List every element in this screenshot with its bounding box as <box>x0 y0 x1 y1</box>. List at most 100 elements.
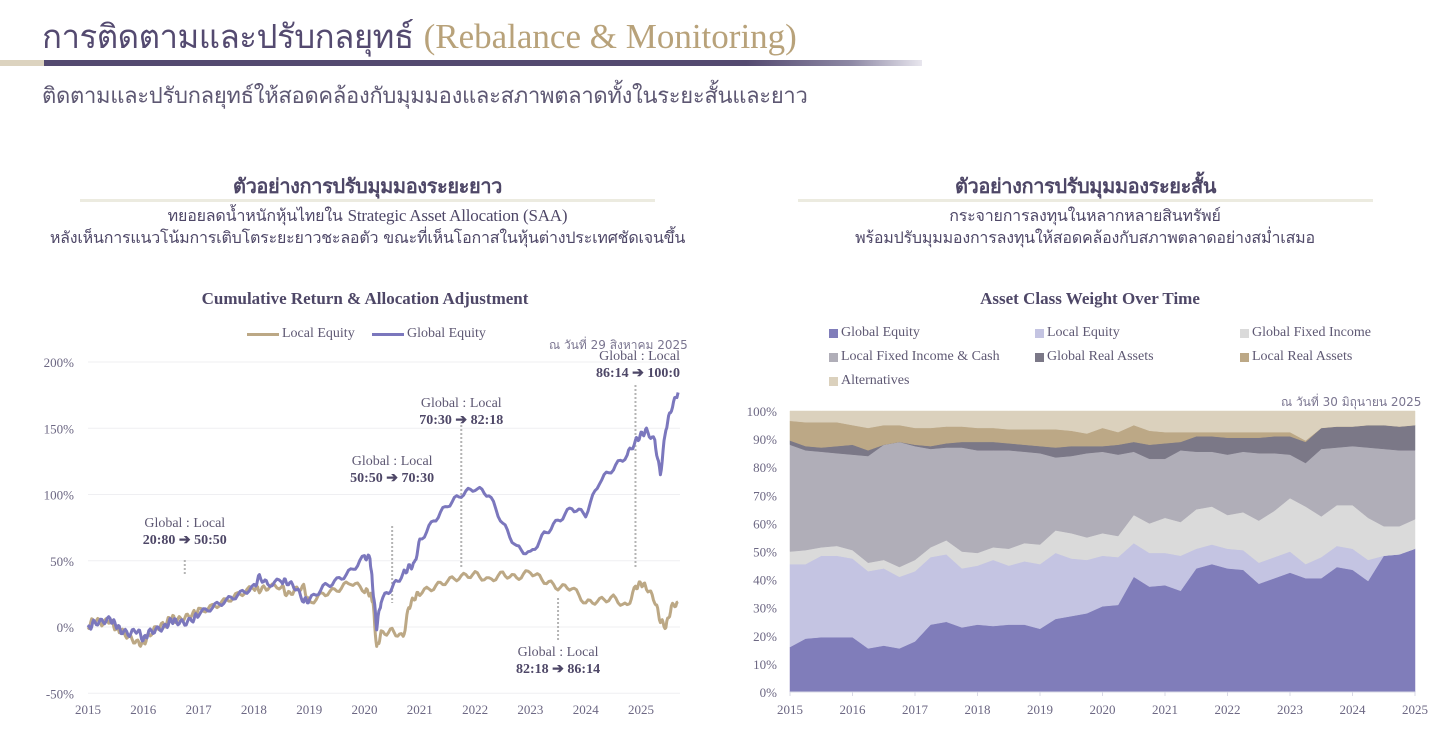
legend-item: Global Fixed Income <box>1240 325 1371 341</box>
right-section-desc-line2: พร้อมปรับมุมมองการลงทุนให้สอดคล้องกับสภา… <box>855 228 1315 247</box>
legend-item: Global Real Assets <box>1035 349 1154 365</box>
y-tick-label: 90% <box>753 432 777 447</box>
annotation-change: 82:18 ➔ 86:14 <box>516 662 600 677</box>
y-tick-label: 60% <box>753 516 777 531</box>
x-tick-label: 2022 <box>462 702 488 717</box>
line-chart-title: Cumulative Return & Allocation Adjustmen… <box>201 289 529 308</box>
x-tick-label: 2025 <box>1402 702 1428 717</box>
x-tick-label: 2025 <box>628 702 654 717</box>
legend-label: Global Equity <box>841 325 920 340</box>
legend-label: Local Equity <box>1047 325 1120 340</box>
x-tick-label: 2019 <box>296 702 322 717</box>
y-tick-label: 0% <box>760 685 778 700</box>
area-alternatives <box>789 410 1416 441</box>
legend-item: Alternatives <box>829 373 909 389</box>
x-tick-label: 2023 <box>1277 702 1303 717</box>
y-tick-label: 150% <box>44 421 75 436</box>
title-accent-bar-beige <box>0 60 44 66</box>
y-tick-label: 80% <box>753 460 777 475</box>
series-line-global-equity <box>86 392 680 643</box>
series-line-local-equity <box>86 569 679 648</box>
legend-swatch <box>829 352 838 362</box>
legend-label: Global Real Assets <box>1047 349 1154 364</box>
y-tick-label: 40% <box>753 573 777 588</box>
area-chart-date-note: ณ วันที่ 30 มิถุนายน 2025 <box>1281 395 1422 409</box>
x-tick-label: 2021 <box>407 702 433 717</box>
legend-label: Local Real Assets <box>1252 349 1353 364</box>
title-accent-bar-purple <box>44 60 922 66</box>
legend-swatch <box>829 328 838 338</box>
legend-item: Global Equity <box>829 325 920 341</box>
x-tick-label: 2021 <box>1152 702 1178 717</box>
x-tick-label: 2020 <box>352 702 378 717</box>
legend-global-equity: Global Equity <box>372 326 486 342</box>
y-tick-label: 200% <box>44 355 75 370</box>
legend-label: Global Fixed Income <box>1252 325 1371 340</box>
x-tick-label: 2018 <box>965 702 991 717</box>
page-title-thai: การติดตามและปรับกลยุทธ์ <box>42 17 414 56</box>
annotation-change: 70:30 ➔ 82:18 <box>419 413 503 428</box>
y-tick-label: 10% <box>753 657 777 672</box>
legend-swatch <box>1035 352 1044 362</box>
right-section-title: ตัวอย่างการปรับมุมมองระยะสั้น <box>954 174 1217 198</box>
x-tick-label: 2017 <box>902 702 929 717</box>
left-desc-thai: ทยอยลดน้ำหนักหุ้นไทยใน <box>167 206 343 225</box>
legend-swatch <box>829 376 838 386</box>
y-tick-label: 50% <box>50 554 74 569</box>
x-tick-label: 2015 <box>75 702 101 717</box>
x-tick-label: 2015 <box>777 702 803 717</box>
annotation-label: Global : Local <box>518 645 599 660</box>
legend-label-global-equity: Global Equity <box>407 326 486 341</box>
annotation-change: 20:80 ➔ 50:50 <box>143 533 227 548</box>
x-tick-label: 2016 <box>840 702 867 717</box>
y-tick-label: -50% <box>46 686 74 701</box>
legend-swatch <box>1035 328 1044 338</box>
area-chart-title: Asset Class Weight Over Time <box>980 289 1200 308</box>
y-tick-label: 100% <box>44 488 75 503</box>
area-chart: 0% 10% 20% 30% 40% 50% 60% 70% 80% 90% 100% 2015 201… <box>747 404 1428 717</box>
line-chart: Global : Local 20:80 ➔ 50:50 Global : Loca… <box>44 349 680 717</box>
x-tick-label: 2020 <box>1090 702 1116 717</box>
y-tick-label: 0% <box>57 620 75 635</box>
left-section-desc-line2: หลังเห็นการแนวโน้มการเติบโตระยะยาวชะลอตั… <box>49 228 686 247</box>
legend-swatch <box>1240 328 1249 338</box>
y-tick-label: 20% <box>753 629 777 644</box>
legend-label-local-equity: Local Equity <box>282 326 355 341</box>
y-tick-label: 50% <box>753 545 777 560</box>
left-section-title: ตัวอย่างการปรับมุมมองระยะยาว <box>232 174 502 198</box>
right-section-desc-line1: กระจายการลงทุนในหลากหลายสินทรัพย์ <box>949 206 1221 225</box>
legend-line-local-equity <box>247 332 279 336</box>
annotation-change: 86:14 ➔ 100:0 <box>596 366 680 381</box>
x-tick-label: 2016 <box>130 702 157 717</box>
x-tick-label: 2024 <box>573 702 600 717</box>
right-section-divider <box>798 199 1373 202</box>
legend-label: Local Fixed Income & Cash <box>841 349 1000 364</box>
page-subtitle: ติดตามและปรับกลยุทธ์ให้สอดคล้องกับมุมมอง… <box>42 84 808 109</box>
legend-item: Local Real Assets <box>1240 349 1352 365</box>
legend-item: Local Equity <box>1035 325 1120 341</box>
left-section-divider <box>80 199 655 202</box>
line-chart-date-note: ณ วันที่ 29 สิงหาคม 2025 <box>549 338 688 352</box>
legend-swatch <box>1240 352 1249 362</box>
legend-label: Alternatives <box>841 373 910 388</box>
x-tick-label: 2019 <box>1027 702 1053 717</box>
y-tick-label: 30% <box>753 601 777 616</box>
annotation-label: Global : Local <box>352 454 433 469</box>
annotation-change: 50:50 ➔ 70:30 <box>350 471 434 486</box>
x-tick-label: 2017 <box>186 702 213 717</box>
left-desc-english: Strategic Asset Allocation (SAA) <box>347 206 568 225</box>
annotation-label: Global : Local <box>421 396 502 411</box>
page-title-english: (Rebalance & Monitoring) <box>423 17 797 56</box>
legend-local-equity: Local Equity <box>247 326 355 342</box>
annotation-label: Global : Local <box>599 349 680 364</box>
left-section-desc-line1: ทยอยลดน้ำหนักหุ้นไทยใน Strategic Asset A… <box>0 205 735 227</box>
x-tick-label: 2023 <box>517 702 543 717</box>
y-tick-label: 70% <box>753 488 777 503</box>
legend-item: Local Fixed Income & Cash <box>829 349 1000 365</box>
annotation-label: Global : Local <box>144 516 225 531</box>
y-tick-label: 100% <box>747 404 778 419</box>
page-title: การติดตามและปรับกลยุทธ์ (Rebalance & Mon… <box>42 10 797 63</box>
x-tick-label: 2024 <box>1340 702 1367 717</box>
x-tick-label: 2022 <box>1215 702 1241 717</box>
x-tick-label: 2018 <box>241 702 267 717</box>
